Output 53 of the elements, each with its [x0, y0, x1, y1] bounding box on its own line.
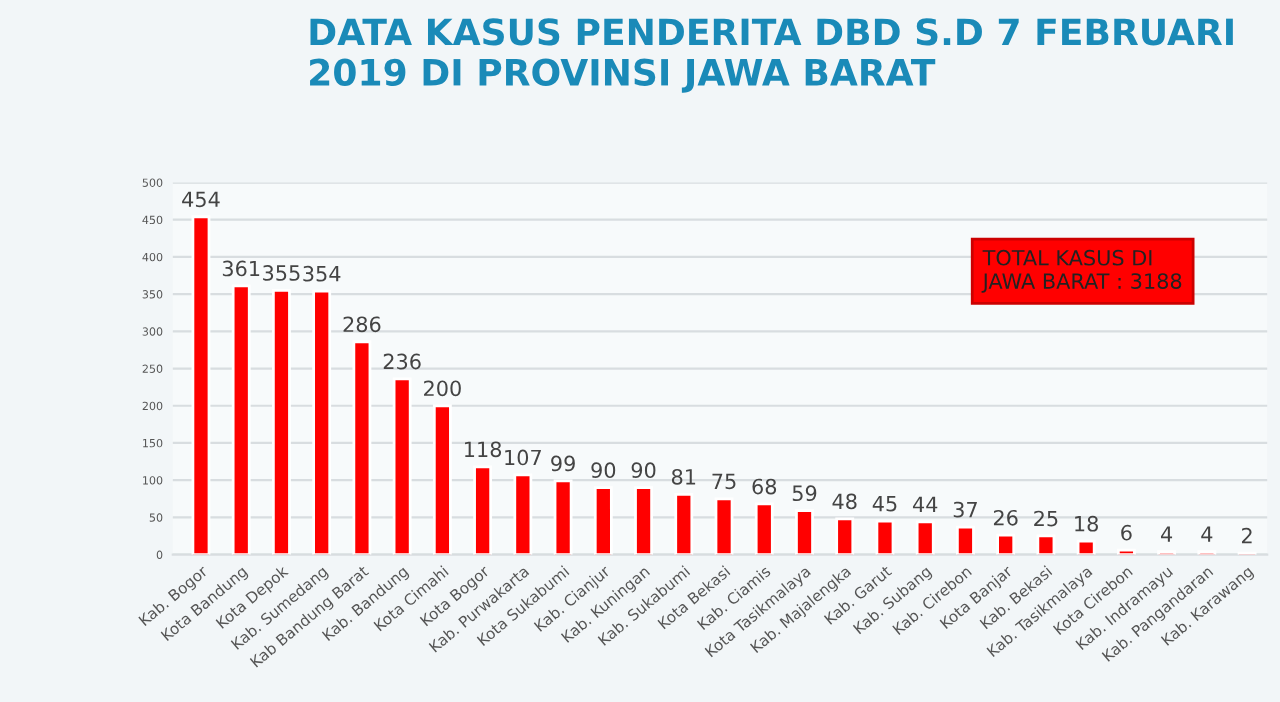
bar: [634, 486, 653, 555]
bar: [593, 486, 613, 555]
data-label: 200: [424, 380, 461, 397]
data-label: 118: [465, 441, 502, 458]
data-label: 2: [1241, 527, 1252, 544]
data-label: 59: [792, 485, 817, 502]
data-label: 18: [1075, 515, 1098, 532]
data-label: 45: [872, 496, 897, 512]
bar: [875, 519, 895, 555]
data-label: 90: [591, 462, 616, 479]
bar: [432, 404, 452, 555]
bar: [473, 465, 493, 555]
data-label: 4: [1201, 526, 1213, 542]
data-label: 361: [222, 260, 260, 277]
data-label: 6: [1121, 524, 1132, 541]
bar: [231, 284, 251, 555]
data-label: 236: [383, 353, 421, 370]
data-label: 81: [671, 468, 696, 485]
bar: [513, 473, 533, 555]
data-label: 90: [631, 462, 656, 479]
bar: [191, 215, 211, 555]
data-label: 26: [993, 509, 1018, 526]
bar: [352, 340, 372, 555]
data-label: 354: [303, 265, 341, 282]
data-label: 4: [1161, 526, 1173, 542]
data-label: 99: [551, 455, 575, 472]
bar: [835, 517, 855, 555]
data-label: 355: [263, 265, 300, 281]
chart-title: DATA KASUS PENDERITA DBD S.D 7 FEBRUARI 2019 DI PROVINSI JAWA BARAT: [310, 18, 1233, 93]
bar: [996, 533, 1016, 555]
bar: [553, 479, 573, 555]
data-label: 75: [712, 473, 736, 490]
data-label: 286: [343, 316, 381, 333]
bar: [1116, 548, 1136, 555]
bar: [312, 289, 332, 555]
bar: [272, 289, 291, 555]
data-label: 48: [832, 493, 857, 510]
bar: [1076, 539, 1096, 555]
bar: [754, 502, 774, 555]
bar: [956, 525, 975, 555]
bar: [714, 497, 734, 555]
annotation: TOTAL KASUS DI JAWA BARAT : 3188: [981, 249, 1182, 293]
bar: [674, 492, 694, 555]
data-label: 454: [182, 191, 220, 208]
data-label: 37: [953, 501, 977, 518]
data-label: 107: [505, 449, 541, 466]
bar: [915, 520, 935, 555]
data-label: 44: [912, 496, 938, 512]
bar: [1036, 534, 1056, 555]
bar: [795, 509, 814, 555]
data-label: 68: [752, 478, 777, 495]
bar: [392, 377, 412, 555]
data-label: 25: [1034, 510, 1058, 527]
